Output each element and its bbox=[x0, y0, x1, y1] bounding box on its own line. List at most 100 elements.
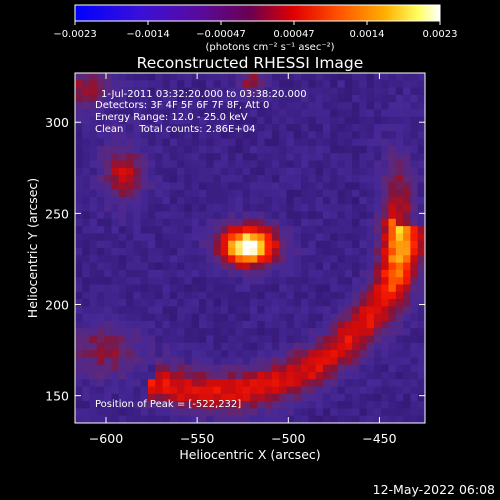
heatmap-cell bbox=[403, 371, 411, 380]
heatmap-cell bbox=[169, 364, 178, 373]
heatmap-cell bbox=[366, 350, 375, 358]
heatmap-cell bbox=[169, 233, 178, 242]
heatmap-cell bbox=[373, 124, 382, 132]
heatmap-cell bbox=[315, 138, 324, 147]
x-tick-label: −500 bbox=[271, 431, 305, 446]
heatmap-cell bbox=[177, 189, 185, 198]
heatmap-cell bbox=[264, 226, 273, 234]
heatmap-cell bbox=[220, 211, 229, 220]
heatmap-cell bbox=[140, 357, 149, 366]
heatmap-cell bbox=[381, 109, 389, 118]
heatmap-cell bbox=[206, 189, 214, 198]
heatmap-cell bbox=[184, 153, 193, 161]
heatmap-cell bbox=[228, 145, 236, 154]
heatmap-cell bbox=[344, 131, 353, 140]
heatmap-cell bbox=[242, 393, 251, 402]
heatmap-cell bbox=[118, 138, 127, 147]
heatmap-cell bbox=[155, 153, 163, 161]
heatmap-cell bbox=[96, 335, 105, 344]
heatmap-cell bbox=[235, 277, 244, 285]
heatmap-cell bbox=[228, 320, 236, 329]
heatmap-cell bbox=[75, 175, 83, 183]
heatmap-cell bbox=[206, 291, 214, 300]
heatmap-cell bbox=[352, 350, 360, 358]
heatmap-cell bbox=[177, 291, 185, 300]
heatmap-cell bbox=[381, 233, 389, 242]
heatmap-cell bbox=[191, 124, 200, 132]
heatmap-cell bbox=[264, 233, 273, 242]
heatmap-cell bbox=[417, 167, 425, 176]
heatmap-cell bbox=[322, 175, 331, 183]
heatmap-cell bbox=[96, 211, 105, 220]
heatmap-cell bbox=[126, 204, 134, 212]
heatmap-cell bbox=[286, 116, 295, 125]
heatmap-cell bbox=[417, 182, 425, 191]
heatmap-cell bbox=[242, 277, 251, 285]
heatmap-cell bbox=[250, 306, 258, 315]
heatmap-cell bbox=[286, 401, 295, 409]
heatmap-cell bbox=[344, 284, 353, 293]
heatmap-cell bbox=[235, 408, 244, 417]
heatmap-cell bbox=[410, 124, 419, 132]
heatmap-cell bbox=[184, 131, 193, 140]
heatmap-cell bbox=[198, 145, 207, 154]
heatmap-cell bbox=[417, 328, 425, 336]
heatmap-cell bbox=[140, 350, 149, 358]
heatmap-cell bbox=[191, 175, 200, 183]
heatmap-cell bbox=[257, 233, 265, 242]
heatmap-cell bbox=[213, 153, 222, 161]
time-range-annotation: 1-Jul-2011 03:32:20.000 to 03:38:20.000 bbox=[101, 89, 307, 100]
heatmap-cell bbox=[410, 401, 419, 409]
heatmap-cell bbox=[198, 160, 207, 169]
heatmap-cell bbox=[191, 320, 200, 329]
heatmap-cell bbox=[308, 408, 317, 417]
heatmap-cell bbox=[82, 196, 90, 205]
heatmap-cell bbox=[126, 342, 134, 351]
colorbar-tick-label: 0.00047 bbox=[273, 29, 314, 40]
heatmap-cell bbox=[147, 175, 156, 183]
heatmap-cell bbox=[104, 335, 112, 344]
heatmap-cell bbox=[352, 182, 360, 191]
heatmap-cell bbox=[177, 248, 185, 256]
heatmap-cell bbox=[359, 80, 368, 88]
heatmap-cell bbox=[403, 320, 411, 329]
heatmap-cell bbox=[279, 284, 287, 293]
heatmap-cell bbox=[169, 350, 178, 358]
colorbar-tick-label: 0.0023 bbox=[423, 29, 458, 40]
heatmap-cell bbox=[417, 320, 425, 329]
heatmap-cell bbox=[75, 371, 83, 380]
heatmap-cell bbox=[177, 160, 185, 169]
heatmap-cell bbox=[301, 320, 309, 329]
heatmap-cell bbox=[322, 94, 331, 103]
heatmap-cell bbox=[286, 131, 295, 140]
heatmap-cell bbox=[111, 248, 120, 256]
heatmap-cell bbox=[417, 109, 425, 118]
heatmap-cell bbox=[293, 138, 302, 147]
heatmap-cell bbox=[293, 189, 302, 198]
heatmap-cell bbox=[111, 262, 120, 271]
heatmap-cell bbox=[126, 415, 134, 423]
heatmap-cell bbox=[410, 80, 419, 88]
heatmap-cell bbox=[235, 233, 244, 242]
heatmap-cell bbox=[366, 306, 375, 315]
heatmap-cell bbox=[395, 364, 404, 373]
heatmap-cell bbox=[118, 226, 127, 234]
heatmap-cell bbox=[147, 371, 156, 380]
heatmap-cell bbox=[89, 94, 98, 103]
heatmap-cell bbox=[315, 109, 324, 118]
heatmap-cell bbox=[242, 80, 251, 88]
heatmap-cell bbox=[177, 204, 185, 212]
detectors-annotation: Detectors: 3F 4F 5F 6F 7F 8F, Att 0 bbox=[95, 100, 269, 111]
heatmap-cell bbox=[250, 262, 258, 271]
heatmap-cell bbox=[133, 248, 142, 256]
heatmap-cell bbox=[337, 320, 346, 329]
heatmap-cell bbox=[242, 408, 251, 417]
heatmap-cell bbox=[184, 196, 193, 205]
heatmap-cell bbox=[184, 328, 193, 336]
heatmap-cell bbox=[373, 73, 382, 81]
heatmap-cell bbox=[96, 248, 105, 256]
heatmap-cell bbox=[301, 138, 309, 147]
heatmap-cell bbox=[104, 277, 112, 285]
heatmap-cell bbox=[213, 415, 222, 423]
heatmap-cell bbox=[96, 116, 105, 125]
